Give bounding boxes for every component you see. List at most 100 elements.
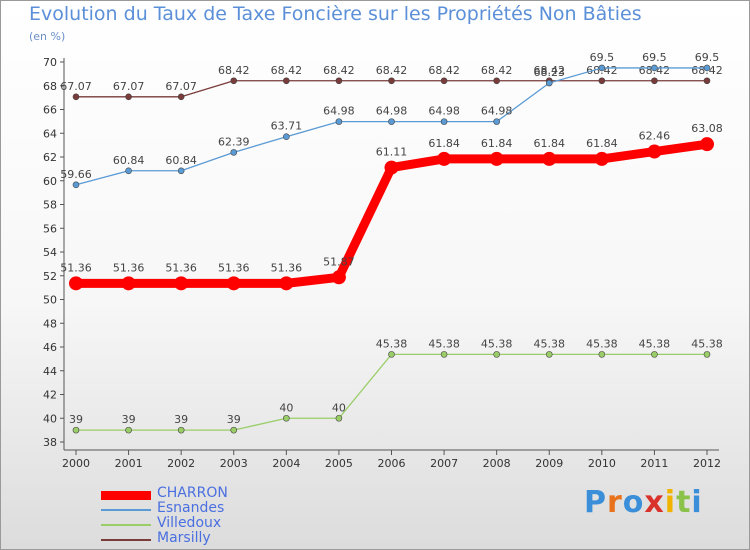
data-label: 45.38	[691, 337, 723, 350]
data-label: 68.42	[534, 64, 566, 77]
data-label: 61.84	[534, 137, 566, 150]
data-label: 68.42	[481, 64, 513, 77]
data-point	[72, 426, 80, 434]
y-tick-label: 60	[43, 175, 57, 188]
x-tick-label: 2001	[115, 457, 143, 470]
data-label: 69.5	[642, 51, 667, 64]
y-tick-label: 64	[43, 127, 57, 140]
data-point	[703, 77, 711, 85]
data-label: 45.38	[481, 337, 513, 350]
series-line	[75, 353, 708, 431]
data-point	[703, 351, 711, 358]
legend-swatch	[101, 524, 151, 526]
data-label: 64.98	[376, 105, 408, 118]
data-point	[72, 181, 80, 189]
logo-letter: i	[664, 485, 677, 520]
y-tick-label: 44	[43, 365, 57, 378]
data-label: 62.46	[639, 130, 671, 143]
data-label: 67.07	[60, 80, 92, 93]
data-point	[647, 144, 662, 159]
data-label: 45.38	[534, 337, 566, 350]
data-point	[598, 64, 606, 72]
data-point	[700, 137, 714, 152]
data-label: 61.84	[428, 137, 460, 150]
data-point	[651, 64, 658, 72]
legend-label: Villedoux	[157, 515, 222, 531]
data-point	[283, 133, 290, 140]
data-point	[545, 79, 553, 87]
data-label: 61.84	[481, 137, 513, 150]
data-label: 63.71	[271, 120, 303, 133]
data-point	[125, 167, 132, 175]
data-label: 67.07	[113, 80, 145, 93]
y-tick-label: 70	[43, 56, 57, 69]
data-label: 69.5	[695, 51, 720, 64]
y-tick-label: 42	[43, 389, 57, 402]
y-tick-label: 48	[43, 317, 57, 330]
data-point	[651, 351, 658, 358]
data-label: 68.23	[534, 66, 566, 79]
data-label: 63.08	[691, 122, 723, 135]
logo-letter: r	[607, 485, 623, 520]
data-label: 61.84	[586, 137, 618, 150]
data-label: 69.5	[590, 51, 615, 64]
data-point	[489, 151, 504, 166]
y-tick-label: 68	[43, 80, 57, 93]
data-label: 40	[279, 401, 293, 414]
data-label: 51.87	[323, 255, 355, 268]
x-tick-label: 2002	[167, 457, 195, 470]
series-charron: 51.36 51.36 51.36 51.36 51.36 51.87 61.11 61.84…	[60, 122, 723, 291]
logo-letter: i	[691, 485, 703, 520]
data-point	[69, 276, 83, 291]
data-point	[335, 118, 343, 125]
series-esnandes: 59.66 60.84 60.84 62.39 63.71 64.98 64.98 64.98…	[60, 51, 720, 189]
data-label: 51.36	[60, 261, 92, 274]
x-tick-label: 2008	[483, 457, 511, 470]
legend-label: CHARRON	[157, 485, 228, 501]
chart-title: Evolution du Taux de Taxe Foncière sur l…	[29, 3, 642, 25]
data-label: 51.36	[113, 261, 145, 274]
data-point	[493, 118, 500, 125]
logo-letter: t	[676, 485, 692, 520]
data-point	[230, 426, 238, 434]
data-point	[440, 118, 448, 125]
data-label: 64.98	[428, 105, 460, 118]
data-label: 51.36	[271, 261, 303, 274]
data-point	[177, 93, 185, 101]
legend-label: Esnandes	[157, 500, 225, 516]
y-tick-label: 56	[43, 222, 57, 235]
data-point	[226, 276, 241, 291]
data-label: 67.07	[165, 80, 197, 93]
logo-letter: P	[584, 485, 607, 520]
data-point	[440, 77, 448, 85]
x-tick-label: 2003	[220, 457, 248, 470]
x-tick-label: 2009	[535, 457, 563, 470]
y-tick-label: 52	[43, 270, 57, 283]
data-label: 68.42	[323, 64, 355, 77]
y-tick-label: 46	[43, 341, 57, 354]
data-label: 61.11	[376, 146, 408, 159]
data-label: 39	[69, 413, 83, 426]
data-point	[125, 426, 132, 434]
data-point	[594, 151, 609, 166]
legend-swatch	[101, 490, 151, 500]
data-point	[335, 414, 343, 422]
data-label: 68.42	[218, 64, 250, 77]
x-tick-label: 2005	[325, 457, 353, 470]
data-point	[388, 118, 395, 125]
data-label: 39	[122, 413, 136, 426]
legend-swatch	[101, 509, 151, 511]
data-label: 39	[174, 413, 188, 426]
data-point	[121, 276, 136, 291]
data-label: 64.98	[481, 105, 513, 118]
x-tick-label: 2004	[272, 457, 300, 470]
data-point	[177, 167, 185, 175]
data-label: 45.38	[376, 337, 408, 350]
data-point	[283, 77, 290, 85]
data-label: 40	[332, 401, 346, 414]
data-label: 62.39	[218, 135, 250, 148]
proxiti-logo: Proxiti	[584, 485, 703, 520]
data-point	[388, 77, 395, 85]
